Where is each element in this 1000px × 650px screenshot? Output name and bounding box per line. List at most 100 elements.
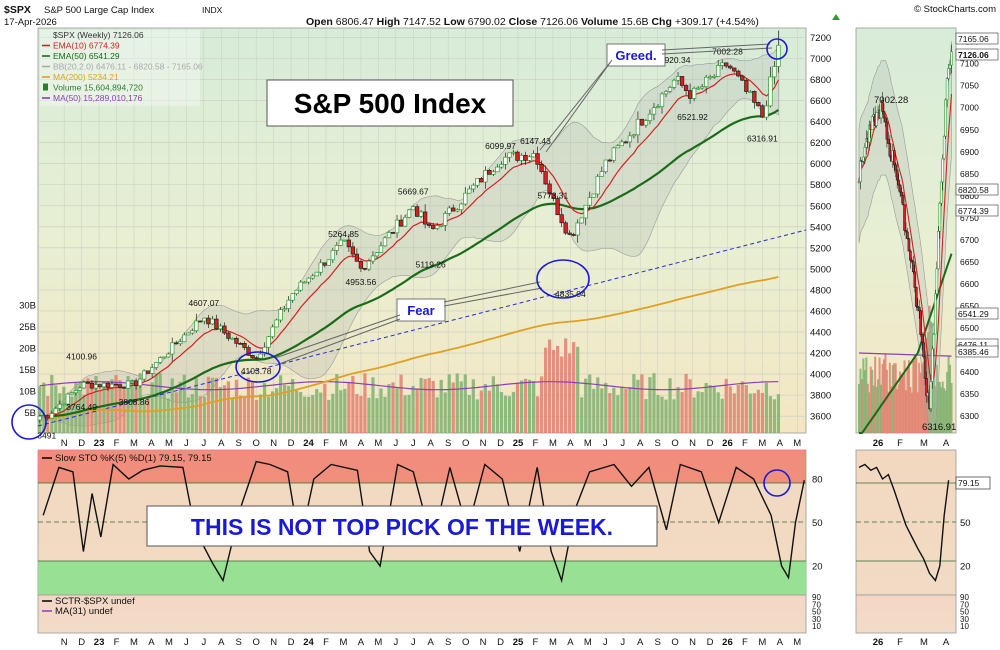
- candle-body: [314, 271, 319, 277]
- candle-body: [467, 188, 472, 194]
- zoom-sctr-tick-label: 70: [960, 600, 969, 609]
- zoom-candle-body: [867, 124, 871, 143]
- volume-bar: [242, 396, 247, 433]
- zoom-volume-bar: [882, 359, 885, 433]
- candle-body: [591, 193, 596, 198]
- volume-bar: [379, 388, 383, 433]
- x-tick-label: A: [218, 637, 225, 648]
- volume-bar: [218, 387, 222, 433]
- zoom-tick-label: 6300: [960, 411, 979, 421]
- volume-bar: [246, 377, 251, 433]
- candle-body: [671, 79, 677, 88]
- volume-bar: [186, 397, 190, 433]
- candle-body: [699, 86, 705, 89]
- candle-body: [551, 193, 556, 199]
- volume-bar: [564, 338, 568, 433]
- sto-y-axis: 20 50 80: [812, 475, 823, 573]
- candle-body: [61, 403, 66, 406]
- ema10-line: [39, 73, 779, 418]
- candle-body: [117, 384, 123, 388]
- candle-body: [599, 171, 604, 177]
- candle-body: [394, 219, 400, 234]
- zoom-candle-body: [907, 238, 911, 252]
- volume-bar: [134, 380, 138, 433]
- candle-body: [748, 91, 753, 93]
- price-tick-label: 4400: [810, 328, 831, 339]
- x-tick-label: M: [584, 637, 592, 648]
- x-tick-label: A: [148, 637, 155, 648]
- zoom-candle-body: [882, 111, 886, 119]
- zoom-volume-bar: [947, 355, 950, 433]
- volume-bar: [62, 386, 66, 433]
- zoom-candle-body: [857, 181, 861, 183]
- zoom-x-tick-label: A: [943, 438, 950, 449]
- candle-body: [109, 383, 115, 388]
- candle-body: [667, 87, 673, 92]
- zoom-candle-body: [925, 378, 928, 397]
- zoom-candle-body: [888, 143, 892, 157]
- volume-bar: [222, 385, 227, 433]
- candle-body: [374, 252, 380, 257]
- price-tick-label: 5200: [810, 243, 831, 254]
- x-tick-label: D: [78, 438, 85, 449]
- zoom-candle-body: [885, 121, 889, 140]
- candle-body: [744, 79, 749, 92]
- fear-label: Fear: [407, 303, 434, 318]
- candle-body: [503, 156, 508, 165]
- ohlc-summary: Open 6806.47 High 7147.52 Low 6790.02 Cl…: [306, 16, 759, 28]
- volume-bar: [206, 376, 210, 433]
- volume-bar: [584, 378, 588, 433]
- volume-bar: [716, 392, 720, 433]
- zoom-volume-bar: [915, 357, 918, 433]
- zoom-tick-label: 6950: [960, 125, 979, 135]
- volume-bar: [451, 382, 455, 433]
- candle-body: [639, 118, 645, 126]
- volume-bar: [335, 374, 339, 433]
- volume-bar: [632, 374, 636, 433]
- volume-bar: [371, 377, 375, 433]
- volume-bar: [423, 379, 427, 433]
- zoom-candle-body: [870, 116, 874, 130]
- zoom-volume-bar: [950, 383, 953, 433]
- candle-body: [491, 171, 496, 175]
- legend-swatch: [43, 83, 48, 91]
- volume-tick-label: 20B: [19, 344, 36, 355]
- candle-body: [121, 386, 127, 389]
- candle-body: [354, 253, 360, 262]
- x-tick-label: M: [549, 637, 557, 648]
- legend-entry: EMA(50) 6541.29: [53, 51, 120, 61]
- candle-body: [651, 107, 657, 115]
- volume-bar: [198, 396, 202, 433]
- zoom-volume-bar: [878, 357, 881, 433]
- candle-body: [158, 357, 163, 363]
- x-tick-label: M: [793, 438, 801, 449]
- candle-body: [402, 216, 408, 227]
- zoom-value-tag: [955, 204, 999, 217]
- candle-body: [752, 91, 757, 103]
- candle-body: [611, 147, 616, 161]
- x-tick-label: F: [742, 637, 748, 648]
- x-tick-label: J: [393, 438, 398, 449]
- zoom-volume-bar: [896, 389, 899, 433]
- zoom-candle-body: [947, 68, 950, 79]
- zoom-volume-bar: [937, 382, 940, 433]
- volume-bar: [158, 372, 162, 433]
- zoom-volume-bar: [913, 354, 916, 433]
- x-tick-label: A: [148, 438, 155, 449]
- candle-body: [178, 341, 183, 345]
- zoom-volume-bar: [874, 356, 877, 433]
- zoom-x-axis: 26 26 F F M M A A: [873, 438, 950, 648]
- candle-body: [45, 415, 50, 419]
- volume-bar: [319, 392, 323, 433]
- candle-body: [326, 259, 331, 266]
- volume-bars: [38, 338, 781, 433]
- volume-bar: [74, 382, 78, 433]
- candle-body: [475, 178, 480, 186]
- candle-body: [342, 239, 348, 242]
- fear-label-box: [396, 298, 446, 322]
- zoom-candle-body: [931, 348, 934, 382]
- zoom-sto-line: [858, 463, 950, 582]
- zoom-value-tag-text: 6385.46: [958, 347, 989, 357]
- zoom-candle-body: [934, 293, 937, 335]
- x-tick-label: N: [480, 637, 487, 648]
